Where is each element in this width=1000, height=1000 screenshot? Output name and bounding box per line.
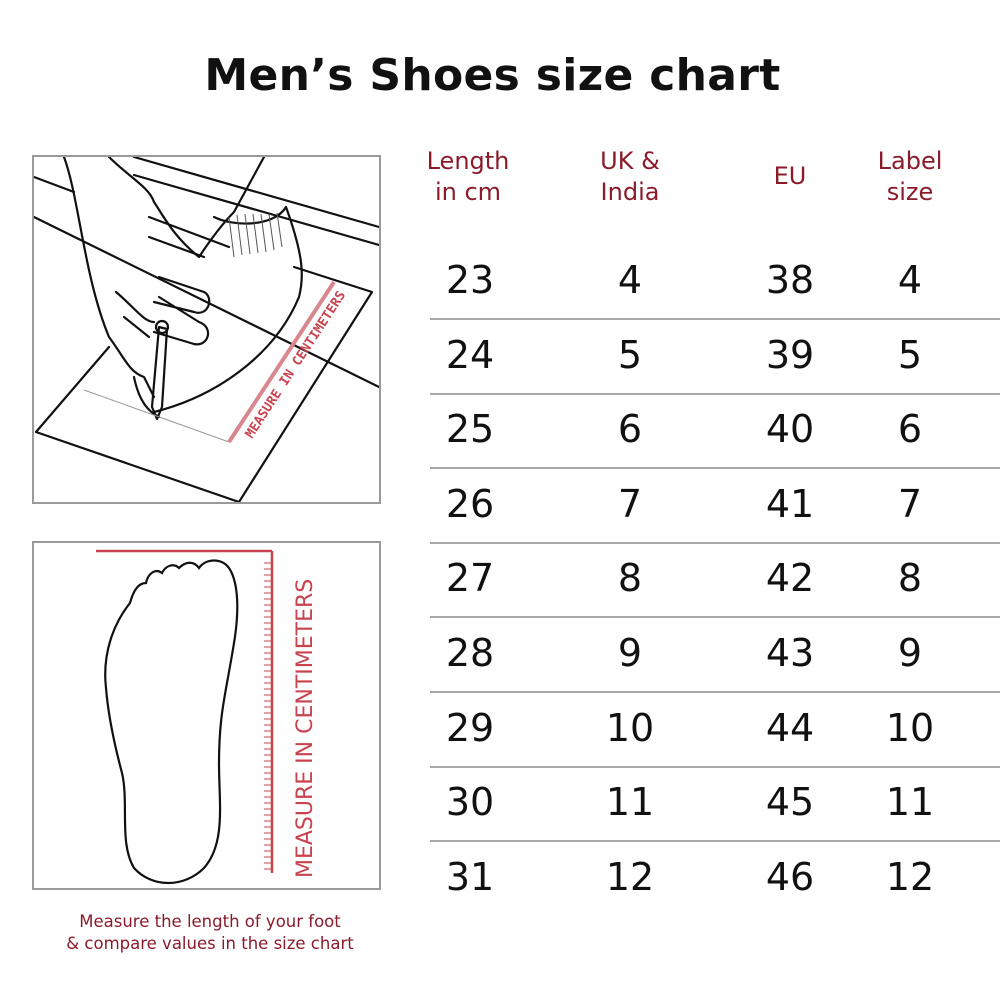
eu-cell: 41 — [765, 481, 815, 526]
table-row: 30 11 45 11 — [430, 766, 1000, 843]
table-row: 29 10 44 10 — [430, 692, 1000, 768]
table-row: 25 6 40 6 — [430, 393, 1000, 470]
table-row: 28 9 43 9 — [430, 617, 1000, 693]
eu-cell: 45 — [765, 780, 815, 825]
foot-tracing-illustration: MEASURE IN CENTIMETERS — [32, 155, 381, 504]
table-row: 26 7 41 7 — [430, 468, 1000, 544]
foot-outline-illustration: MEASURE IN CENTIMETERS — [32, 541, 381, 890]
length-cm-cell: 31 — [445, 854, 495, 899]
header-line: UK & — [600, 147, 660, 175]
eu-cell: 44 — [765, 705, 815, 750]
foot-tracing-drawing: MEASURE IN CENTIMETERS — [34, 157, 379, 502]
length-cm-cell: 27 — [445, 556, 495, 601]
uk-india-cell: 6 — [617, 407, 643, 452]
length-cm-cell: 30 — [445, 780, 495, 825]
uk-india-cell: 7 — [617, 481, 643, 526]
uk-india-cell: 5 — [617, 332, 643, 377]
page-title: Men’s Shoes size chart — [204, 50, 781, 101]
header-line: size — [886, 178, 934, 206]
eu-cell: 43 — [765, 631, 815, 675]
foot-outline-drawing: MEASURE IN CENTIMETERS — [96, 549, 318, 885]
uk-india-cell: 12 — [605, 854, 655, 899]
length-cm-cell: 26 — [445, 481, 495, 526]
caption-line-1: Measure the length of your foot — [79, 912, 341, 931]
header-line: EU — [773, 162, 807, 190]
side-ruler-label: MEASURE IN CENTIMETERS — [293, 579, 318, 878]
caption-line-2: & compare values in the size chart — [66, 934, 354, 953]
label-size-cell: 7 — [897, 481, 923, 526]
header-line: Label — [877, 147, 943, 175]
header-line: India — [600, 178, 660, 206]
header-line: in cm — [434, 178, 502, 206]
measure-caption: Measure the length of your foot & compar… — [20, 911, 400, 955]
table-row: 23 4 38 4 — [430, 244, 1000, 320]
label-size-cell: 9 — [897, 631, 923, 675]
label-size-cell: 5 — [897, 332, 923, 377]
length-cm-cell: 24 — [445, 332, 495, 377]
uk-india-cell: 9 — [617, 631, 643, 675]
label-size-cell: 12 — [885, 854, 935, 899]
table-row: 24 5 39 5 — [430, 319, 1000, 395]
header-uk-india: UK & India — [560, 146, 700, 208]
uk-india-cell: 4 — [617, 258, 643, 302]
label-size-cell: 4 — [897, 258, 923, 302]
table-row: 31 12 46 12 — [430, 841, 1000, 915]
eu-cell: 38 — [765, 258, 815, 302]
eu-cell: 42 — [765, 556, 815, 601]
header-line: Length — [426, 147, 510, 175]
header-eu: EU — [720, 161, 860, 192]
eu-cell: 46 — [765, 854, 815, 899]
label-size-cell: 6 — [897, 407, 923, 452]
label-size-cell: 8 — [897, 556, 923, 601]
length-cm-cell: 23 — [445, 258, 495, 302]
table-row: 27 8 42 8 — [430, 542, 1000, 619]
header-label-size: Label size — [840, 146, 980, 208]
uk-india-cell: 11 — [605, 780, 655, 825]
eu-cell: 39 — [765, 332, 815, 377]
length-cm-cell: 28 — [445, 631, 495, 675]
length-cm-cell: 29 — [445, 705, 495, 750]
header-length-cm: Length in cm — [398, 146, 538, 208]
eu-cell: 40 — [765, 407, 815, 452]
length-cm-cell: 25 — [445, 407, 495, 452]
uk-india-cell: 8 — [617, 556, 643, 601]
label-size-cell: 11 — [885, 780, 935, 825]
label-size-cell: 10 — [885, 705, 935, 750]
uk-india-cell: 10 — [605, 705, 655, 750]
